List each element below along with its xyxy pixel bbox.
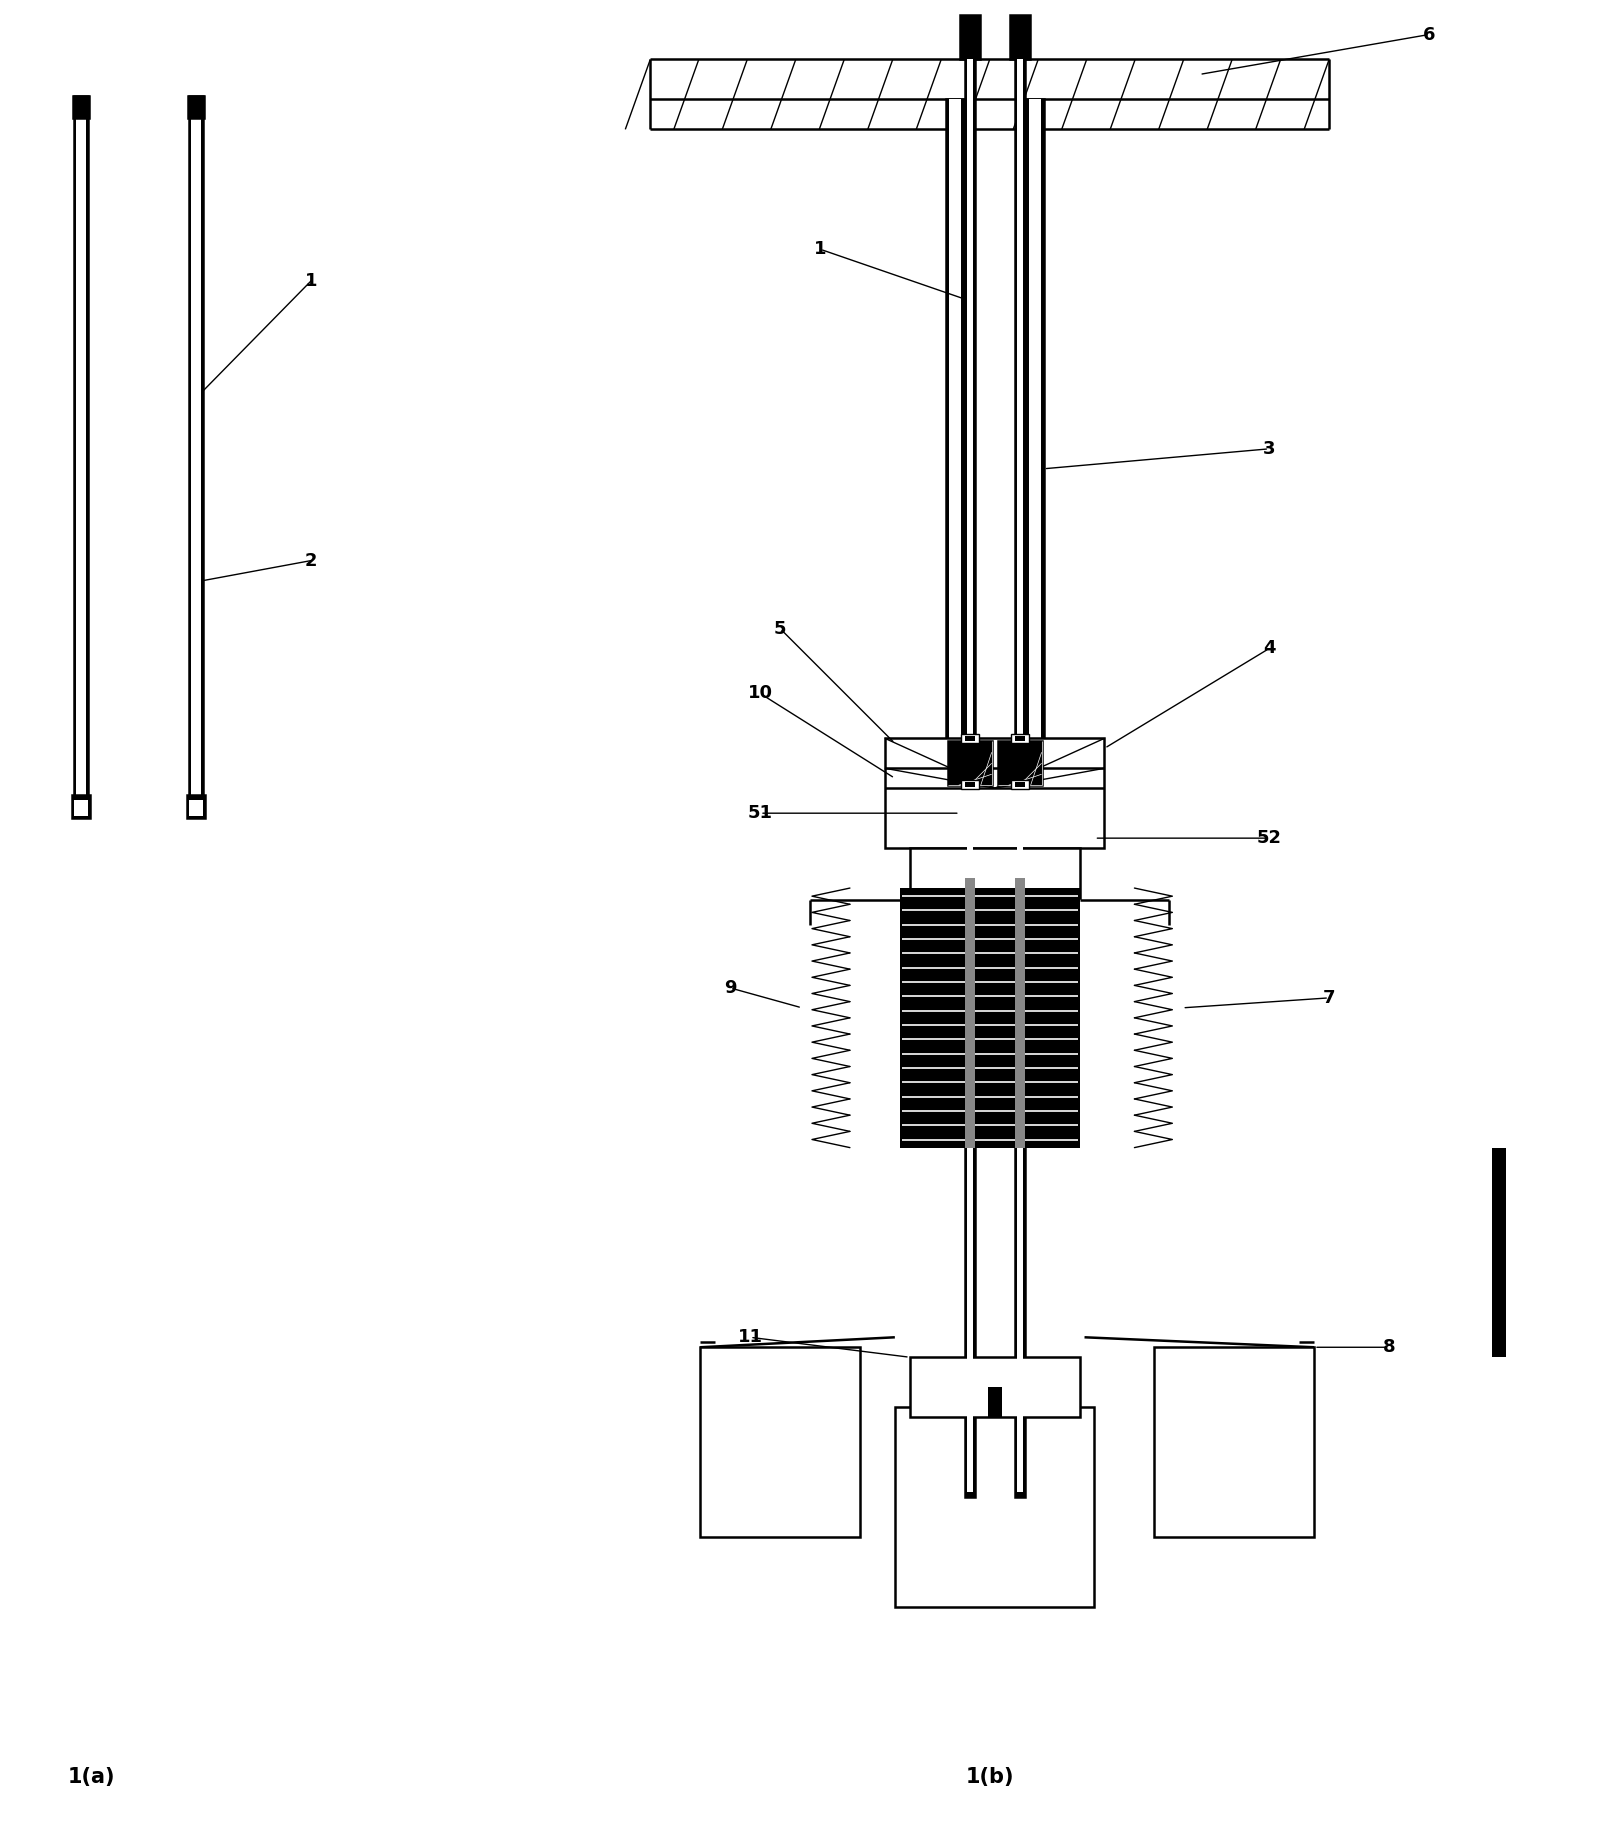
Bar [190,800,203,817]
Bar [965,782,975,787]
Bar [1015,878,1025,1148]
Bar [190,96,203,800]
Bar [1015,736,1025,741]
Text: 4: 4 [1263,639,1276,658]
Text: 2: 2 [304,553,317,569]
Bar [909,848,1080,898]
Bar [961,780,978,789]
Bar [1010,780,1028,789]
Text: 6: 6 [1422,26,1435,44]
Bar [988,1388,1002,1417]
Bar [959,15,980,59]
Bar [1017,59,1023,1491]
Bar [1025,100,1044,789]
Bar [885,739,1104,848]
Text: 8: 8 [1382,1338,1395,1356]
Bar [74,96,88,118]
Bar [965,878,975,1148]
Text: 11: 11 [737,1329,763,1347]
Bar [1492,1148,1506,1356]
Text: 5: 5 [774,619,787,638]
Bar [961,734,978,743]
Bar [1009,15,1030,59]
Bar [1010,734,1028,743]
Text: 10: 10 [748,684,772,702]
Bar [1154,1347,1315,1538]
Bar [1015,782,1025,787]
Bar [74,96,88,800]
Bar [948,741,991,785]
Text: 1: 1 [814,240,827,259]
Bar [74,800,88,817]
Text: 3: 3 [1263,440,1276,458]
Bar [76,118,87,795]
Bar [899,889,1080,1148]
Text: 1: 1 [304,272,317,290]
Bar [988,1406,1001,1417]
Text: 51: 51 [748,804,772,822]
Bar [1015,59,1025,1497]
Text: 9: 9 [724,979,737,996]
Bar [895,1406,1094,1606]
Bar [965,736,975,741]
Bar [946,100,964,789]
Bar [72,795,90,819]
Bar [191,118,201,795]
Bar [998,741,1041,785]
Bar [949,100,961,785]
Text: 52: 52 [1257,830,1282,846]
Bar [188,96,204,118]
Text: 1(a): 1(a) [68,1767,114,1787]
Bar [967,59,973,1491]
Bar [1028,100,1041,785]
Bar [965,59,975,1497]
Bar [700,1347,859,1538]
Text: 7: 7 [1323,989,1335,1007]
Bar [909,1356,1080,1417]
Text: 1(b): 1(b) [965,1767,1014,1787]
Bar [187,795,204,819]
